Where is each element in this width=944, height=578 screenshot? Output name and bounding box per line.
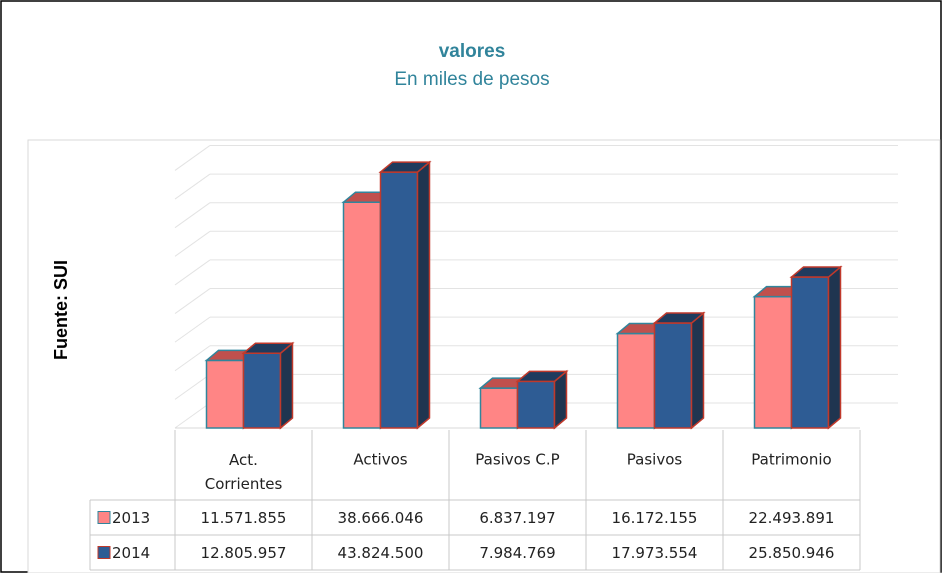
- bar-front: [479, 387, 519, 429]
- bar: [515, 369, 569, 430]
- legend-label: 2014: [112, 544, 150, 562]
- x-tick-label: Pasivos C.P: [475, 451, 559, 469]
- bar-front: [616, 332, 656, 429]
- grid-line: [174, 173, 211, 200]
- bar-front: [379, 171, 419, 429]
- bar: [652, 311, 706, 430]
- bar: [378, 160, 432, 430]
- label-line: Corrientes: [205, 475, 283, 493]
- grid-line: [174, 288, 211, 314]
- grid-line: [174, 259, 211, 286]
- bar-front: [242, 352, 282, 429]
- bar-side: [690, 311, 705, 430]
- bar: [241, 341, 295, 430]
- bar-front: [205, 359, 245, 429]
- bar-side: [416, 160, 431, 430]
- data-label: 25.850.946: [749, 544, 835, 562]
- grid-line: [174, 202, 211, 229]
- grid-line: [174, 345, 211, 372]
- data-label: 12.805.957: [201, 544, 287, 562]
- bar-front: [653, 322, 693, 429]
- bar-top: [378, 161, 432, 173]
- x-tick-label: Pasivos: [627, 451, 683, 469]
- grid-line: [174, 230, 211, 257]
- bar-top: [515, 370, 569, 383]
- bar-front: [516, 380, 556, 429]
- bar-front: [753, 295, 793, 429]
- data-label: 38.666.046: [338, 509, 424, 527]
- data-label: 7.984.769: [479, 544, 555, 562]
- bar-front: [790, 276, 830, 429]
- label-line: Act.: [229, 451, 258, 469]
- bar-front: [342, 201, 382, 429]
- data-label: 6.837.197: [479, 509, 555, 527]
- x-tick-label: Act. Corrientes: [205, 451, 283, 493]
- grid-line: [174, 373, 211, 400]
- legend-label: 2013: [112, 509, 150, 527]
- data-label: 11.571.855: [201, 509, 287, 527]
- chart-subtitle: En miles de pesos: [394, 69, 549, 90]
- bar-top: [241, 342, 295, 354]
- data-label: 22.493.891: [749, 509, 835, 527]
- grid-line: [174, 402, 211, 429]
- x-tick-label: Activos: [353, 451, 407, 469]
- legend-swatch: [97, 511, 111, 524]
- x-tick-label: Patrimonio: [751, 451, 831, 469]
- bar-side: [827, 265, 842, 430]
- data-label: 16.172.155: [612, 509, 698, 527]
- data-label: 17.973.554: [612, 544, 698, 562]
- bar-top: [652, 312, 706, 324]
- grid-line: [174, 316, 211, 343]
- grid-line: [174, 145, 211, 171]
- y-axis-label: Fuente: SUI: [51, 260, 71, 360]
- bar-side: [279, 341, 294, 430]
- data-label: 43.824.500: [338, 544, 424, 562]
- chart-title: valores: [439, 41, 506, 62]
- bar: [789, 265, 843, 430]
- bar-top: [789, 266, 843, 278]
- legend-swatch: [97, 546, 111, 559]
